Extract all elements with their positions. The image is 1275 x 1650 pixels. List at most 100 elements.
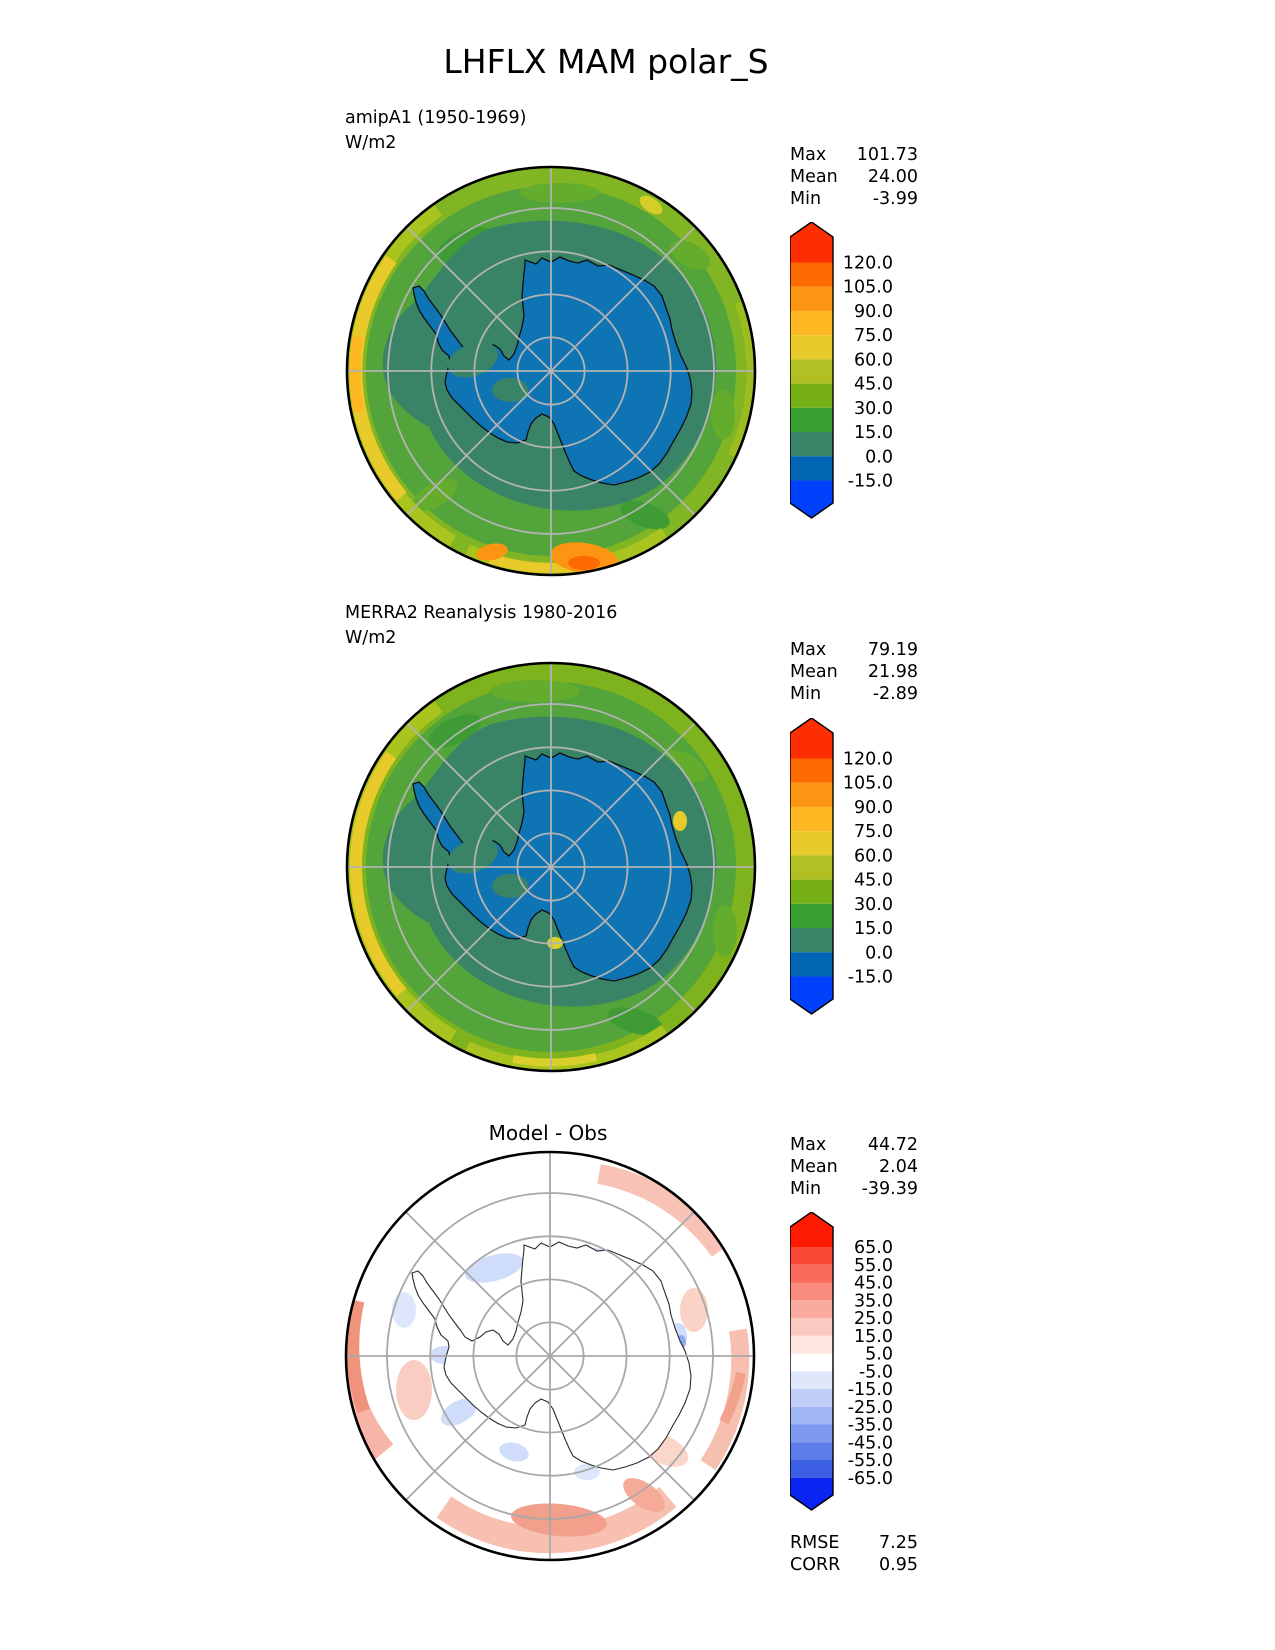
interior-teal-patch [447, 838, 499, 874]
diff-pink-blob [680, 1288, 708, 1332]
obs-label-units: W/m2 [345, 628, 397, 648]
ocean-patch [429, 714, 481, 748]
colorbar-tick-label: 35.0 [854, 1291, 893, 1311]
diff-pink-core-right [719, 1371, 746, 1425]
colorbar-tick-label: 105.0 [843, 774, 893, 794]
map-border [345, 165, 757, 577]
graticule [347, 167, 755, 575]
model-map [345, 165, 757, 577]
figure-title: LHFLX MAM polar_S [443, 42, 769, 81]
stat-value: 21.98 [867, 662, 918, 682]
colorbar-tick-label: 45.0 [854, 375, 893, 395]
model-colorbar: 120.0 105.0 90.0 75.0 60.0 45.0 30.0 15.0 0.0 -15… [789, 221, 902, 528]
stat-row: Max 101.73 [790, 144, 918, 166]
stat-label: Min [790, 684, 822, 704]
warm-spot [639, 195, 663, 215]
diff-map [344, 1150, 756, 1562]
stat-row: Mean 2.04 [790, 1156, 918, 1178]
diff-blue-blob [464, 1253, 524, 1283]
stat-label: Max [790, 640, 827, 660]
stat-row: Min -39.39 [790, 1178, 918, 1200]
colorbar-tick-label: -55.0 [848, 1451, 893, 1471]
colorbar-tick-label: 65.0 [854, 1238, 893, 1258]
rim-bottom-yellow [512, 1053, 597, 1067]
metric-row: RMSE 7.25 [790, 1532, 918, 1554]
colorbar-tick-label: 15.0 [854, 919, 893, 939]
stat-label: Mean [790, 662, 838, 682]
interior-teal-patch [492, 378, 528, 402]
stat-row: Mean 21.98 [790, 661, 918, 683]
colorbar-tick-label: -5.0 [859, 1362, 893, 1382]
model-label: amipA1 (1950-1969) W/m2 [345, 106, 526, 156]
colorbar-tick-label: 5.0 [865, 1345, 893, 1365]
obs-colorbar: 120.0 105.0 90.0 75.0 60.0 45.0 30.0 15.0 0.0 -15… [789, 717, 902, 1024]
colorbar-tick-label: 75.0 [854, 326, 893, 346]
stat-value: -2.89 [872, 684, 918, 704]
model-label-units: W/m2 [345, 133, 397, 153]
colorbar-tick-label: 60.0 [854, 846, 893, 866]
colorbar-tick-label: -45.0 [848, 1433, 893, 1453]
model-stats: Max 101.73 Mean 24.00 Min -3.99 [790, 144, 918, 210]
colorbar-tick-label: 15.0 [854, 423, 893, 443]
diff-title: Model - Obs [488, 1121, 608, 1145]
metric-label: RMSE [790, 1533, 840, 1553]
colorbar-tick-label: 105.0 [843, 278, 893, 298]
warm-anomaly-blob [476, 543, 508, 561]
diff-pink-core-bottom [623, 1478, 665, 1512]
metric-label: CORR [790, 1555, 841, 1575]
colorbar-tick-label: 0.0 [865, 447, 893, 467]
stat-row: Min -3.99 [790, 188, 918, 210]
model-label-name: amipA1 (1950-1969) [345, 108, 527, 128]
colorbar-tick-label: 30.0 [854, 399, 893, 419]
stat-row: Mean 24.00 [790, 166, 918, 188]
ocean-patch [412, 478, 458, 512]
colorbar-tick-label: 30.0 [854, 895, 893, 915]
stat-value: 24.00 [867, 167, 918, 187]
colorbar-tick-label: 45.0 [854, 1274, 893, 1294]
colorbar-tick-label: -25.0 [848, 1398, 893, 1418]
diff-blue-blob [392, 1292, 416, 1328]
stat-value: 44.72 [867, 1135, 918, 1155]
obs-stats: Max 79.19 Mean 21.98 Min -2.89 [790, 639, 918, 705]
ocean-patch [490, 680, 580, 702]
metric-row: CORR 0.95 [790, 1554, 918, 1576]
stat-label: Min [790, 1179, 822, 1199]
stat-value: -3.99 [872, 189, 918, 209]
warm-spot [673, 811, 687, 831]
colorbar-tick-label: 120.0 [843, 750, 893, 770]
ocean-patch [520, 183, 600, 203]
diff-blue-blob [499, 1442, 529, 1462]
map-border [345, 661, 757, 1073]
colorbar-tick-label: 25.0 [854, 1309, 893, 1329]
interior-teal-patch [447, 342, 499, 378]
stat-label: Max [790, 1135, 827, 1155]
diff-pink-band-topright [597, 1164, 729, 1257]
interior-teal-patch [492, 874, 528, 898]
stat-value: 2.04 [879, 1157, 918, 1177]
graticule [347, 663, 755, 1071]
colorbar-tick-label: 0.0 [865, 943, 893, 963]
obs-label-name: MERRA2 Reanalysis 1980-2016 [345, 603, 618, 623]
diff-pink-blob [396, 1360, 432, 1420]
colorbar-tick-label: 60.0 [854, 350, 893, 370]
rim-right-band [728, 301, 755, 458]
rim-yellow-band [349, 751, 407, 997]
metric-value: 0.95 [879, 1555, 918, 1575]
metric-value: 7.25 [879, 1533, 918, 1553]
stat-row: Max 79.19 [790, 639, 918, 661]
colorbar-tick-label: 45.0 [854, 871, 893, 891]
stat-label: Mean [790, 167, 838, 187]
warm-anomaly-core [568, 556, 600, 570]
ocean-patch [713, 905, 737, 957]
colorbar-tick-label: 75.0 [854, 822, 893, 842]
map-border [344, 1150, 756, 1562]
colorbar-tick-label: -65.0 [848, 1469, 893, 1489]
colorbar-tick-label: 120.0 [843, 254, 893, 274]
ocean-patch [620, 500, 670, 530]
colorbar-tick-label: 15.0 [854, 1327, 893, 1347]
ocean-patch [663, 750, 707, 782]
stat-value: -39.39 [861, 1179, 918, 1199]
obs-map [345, 661, 757, 1073]
stat-label: Mean [790, 1157, 838, 1177]
